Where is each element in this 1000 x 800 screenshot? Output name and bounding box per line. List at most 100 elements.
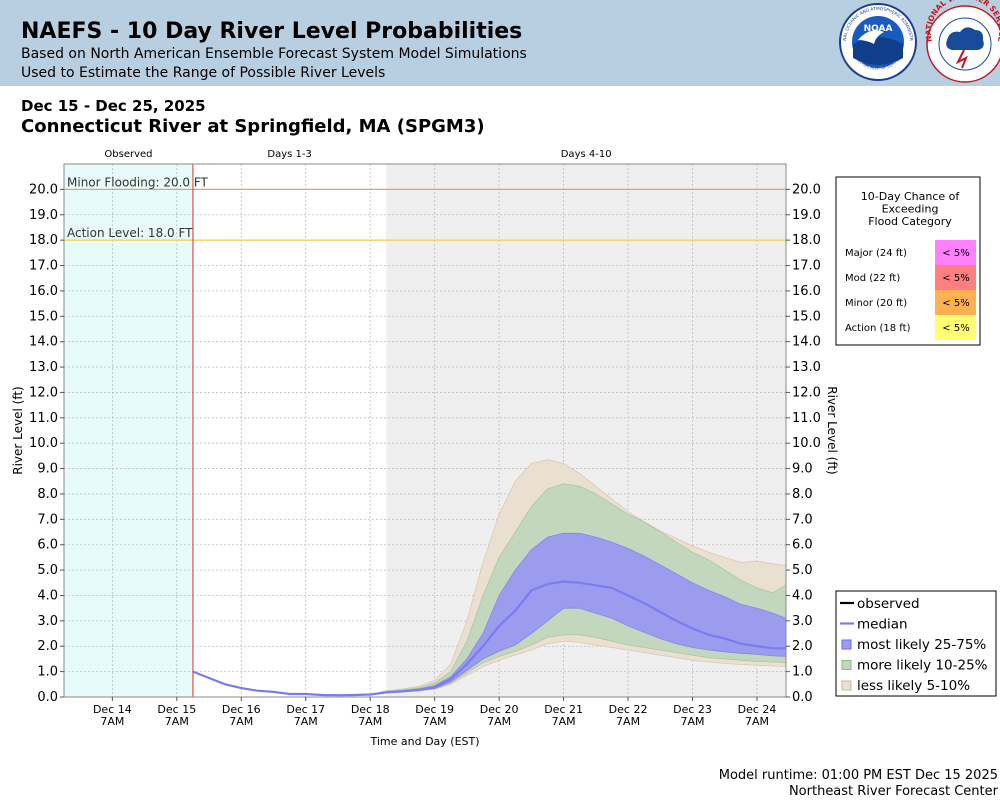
exceed-cell-bg: [935, 290, 976, 315]
y-tick-label-right: 20.0: [792, 182, 821, 197]
period-label: Observed: [104, 149, 152, 160]
x-tick-time: 7AM: [294, 715, 318, 728]
y-tick-label-right: 9.0: [792, 462, 813, 477]
y-tick-label-left: 1.0: [37, 665, 58, 680]
y-tick-label-left: 4.0: [37, 588, 58, 603]
x-tick-time: 7AM: [487, 715, 511, 728]
y-tick-label-left: 6.0: [37, 538, 58, 553]
station-title: Connecticut River at Springfield, MA (SP…: [21, 116, 485, 137]
y-tick-label-right: 4.0: [792, 588, 813, 603]
exceed-cell-bg: [935, 240, 976, 265]
y-tick-label-left: 15.0: [29, 309, 58, 324]
y-tick-label-left: 2.0: [37, 639, 58, 654]
agency-logos: NOAA NATIONAL OCEANIC AND ATMOSPHERIC AD…: [836, 0, 1000, 83]
y-tick-label-left: 9.0: [37, 462, 58, 477]
x-tick-date: Dec 16: [222, 703, 261, 716]
period-bg-1: [192, 164, 387, 697]
x-tick-time: 7AM: [100, 715, 124, 728]
subtitle-line-1: Based on North American Ensemble Forecas…: [21, 46, 527, 62]
y-tick-label-left: 17.0: [29, 259, 58, 274]
y-axis-label-right: River Level (ft): [825, 386, 839, 474]
period-bg-0: [64, 164, 193, 697]
x-tick-time: 7AM: [745, 715, 769, 728]
exceed-category: Major (24 ft): [845, 248, 907, 259]
x-tick-time: 7AM: [552, 715, 576, 728]
y-tick-label-right: 2.0: [792, 639, 813, 654]
river-level-chart: Observed Days 1-3 Days 4-10 Minor Flooding…: [11, 149, 997, 748]
y-tick-label-right: 7.0: [792, 512, 813, 527]
exceed-table-title: 10-Day Chance of: [861, 190, 961, 203]
legend-swatch-box: [841, 680, 852, 691]
y-tick-label-left: 19.0: [29, 208, 58, 223]
y-tick-label-left: 18.0: [29, 233, 58, 248]
x-tick-date: Dec 18: [351, 703, 390, 716]
y-tick-label-right: 18.0: [792, 233, 821, 248]
subtitle-line-2: Used to Estimate the Range of Possible R…: [21, 65, 386, 81]
x-tick-time: 7AM: [423, 715, 447, 728]
exceed-category: Mod (22 ft): [845, 273, 900, 284]
probability-bands: [192, 459, 786, 697]
y-axis-label-left: River Level (ft): [11, 386, 25, 474]
forecast-center: Northeast River Forecast Center: [788, 784, 998, 799]
y-tick-label-left: 11.0: [29, 411, 58, 426]
clipped-bands: [192, 459, 786, 697]
series-legend: observed median most likely 25-75% more lik…: [835, 590, 997, 697]
y-tick-label-right: 3.0: [792, 614, 813, 629]
exceed-table-title: Exceeding: [882, 203, 939, 216]
legend-box: [835, 590, 997, 697]
x-tick-date: Dec 19: [415, 703, 454, 716]
x-tick-time: 7AM: [616, 715, 640, 728]
y-tick-label-left: 7.0: [37, 512, 58, 527]
plot-frame: [63, 163, 787, 698]
exceed-cell-bg: [935, 315, 976, 340]
threshold-label-minor: Minor Flooding: 20.0 FT: [67, 175, 209, 189]
exceed-table-title: Flood Category: [868, 215, 952, 228]
y-tick-label-right: 15.0: [792, 309, 821, 324]
y-tick-label-right: 6.0: [792, 538, 813, 553]
period-label: Days 4-10: [561, 149, 612, 160]
x-tick-time: 7AM: [358, 715, 382, 728]
legend-label: more likely 10-25%: [857, 658, 988, 674]
exceed-chance: < 5%: [942, 323, 969, 334]
exceed-category: Minor (20 ft): [845, 298, 907, 309]
reference-lines: Minor Flooding: 20.0 FT Action Level: 18.…: [64, 164, 786, 697]
x-tick-date: Dec 22: [609, 703, 648, 716]
y-tick-label-right: 19.0: [792, 208, 821, 223]
x-tick-date: Dec 20: [480, 703, 519, 716]
exceed-chance: < 5%: [942, 298, 969, 309]
x-tick-date: Dec 24: [738, 703, 777, 716]
legend-label: less likely 5-10%: [857, 678, 970, 694]
legend-label: median: [857, 617, 908, 633]
y-tick-label-left: 16.0: [29, 284, 58, 299]
x-tick-time: 7AM: [165, 715, 189, 728]
median-line: [192, 580, 786, 697]
noaa-logo-icon: NOAA NATIONAL OCEANIC AND ATMOSPHERIC AD…: [836, 0, 917, 81]
x-tick-date: Dec 21: [544, 703, 583, 716]
y-tick-label-right: 8.0: [792, 487, 813, 502]
exceed-category: Action (18 ft): [845, 323, 911, 334]
y-tick-label-left: 12.0: [29, 385, 58, 400]
y-tick-label-left: 0.0: [37, 690, 58, 705]
exceed-chance: < 5%: [942, 273, 969, 284]
x-tick-time: 7AM: [681, 715, 705, 728]
y-tick-label-right: 1.0: [792, 665, 813, 680]
model-runtime: Model runtime: 01:00 PM EST Dec 15 2025: [718, 768, 998, 783]
exceed-chance: < 5%: [942, 248, 969, 259]
x-axis-label: Time and Day (EST): [369, 735, 479, 748]
y-tick-label-right: 14.0: [792, 335, 821, 350]
y-tick-label-right: 10.0: [792, 436, 821, 451]
threshold-label-action: Action Level: 18.0 FT: [67, 226, 193, 240]
y-tick-label-left: 3.0: [37, 614, 58, 629]
x-tick-date: Dec 14: [93, 703, 132, 716]
legend-swatch-box: [841, 639, 852, 650]
y-tick-label-right: 13.0: [792, 360, 821, 375]
header-banner: NAEFS - 10 Day River Level Probabilities…: [0, 0, 1000, 86]
y-tick-label-left: 8.0: [37, 487, 58, 502]
axes: 0.0 0.0 1.0 1.0 2.0 2.0 3.0 3.0 4.0 4.0 5.0 5.0 6.0 6…: [11, 163, 839, 748]
y-tick-label-left: 10.0: [29, 436, 58, 451]
y-tick-label-right: 17.0: [792, 259, 821, 274]
period-label: Days 1-3: [267, 149, 311, 160]
legend-swatch-box: [841, 660, 852, 670]
x-tick-time: 7AM: [229, 715, 253, 728]
